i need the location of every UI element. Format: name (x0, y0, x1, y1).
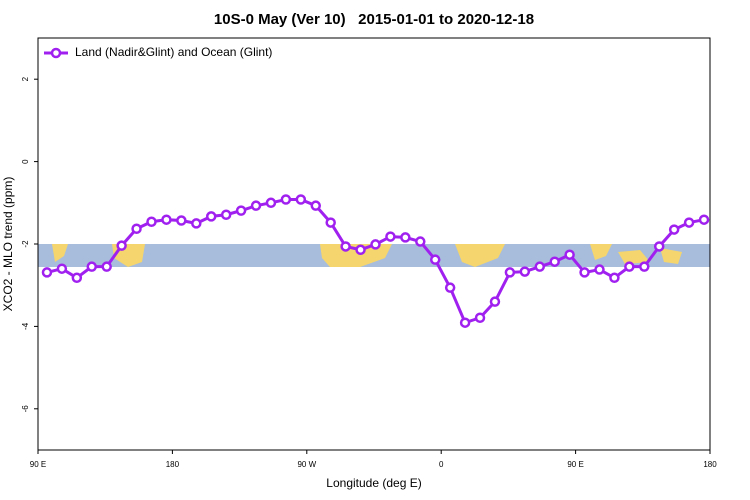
point (594, 264, 605, 275)
chart-title: 10S-0 May (Ver 10) 2015-01-01 to 2020-12… (214, 11, 534, 28)
point (504, 267, 516, 278)
point (146, 216, 157, 228)
land (590, 244, 612, 260)
point (265, 197, 277, 209)
point (295, 194, 307, 205)
point (415, 236, 426, 247)
point (489, 296, 501, 307)
land (455, 244, 505, 267)
point (385, 231, 396, 242)
point (205, 211, 217, 222)
land (52, 244, 68, 262)
point (191, 218, 202, 229)
land (660, 248, 682, 264)
y-tick-label: -4 (21, 322, 30, 330)
x-tick-label: 180 (703, 460, 717, 469)
x-tick-label: 180 (166, 460, 180, 469)
point (220, 209, 232, 220)
point (56, 263, 68, 274)
y-tick-label: 0 (21, 159, 30, 164)
point (131, 223, 142, 235)
point (519, 266, 531, 277)
point (176, 215, 187, 226)
x-tick-label: 90 E (30, 460, 46, 469)
point (370, 239, 381, 250)
point (116, 240, 127, 251)
map-band (38, 244, 710, 267)
point (250, 200, 262, 211)
y-tick-label: -6 (21, 405, 30, 413)
point (429, 254, 441, 265)
y-axis-label: XCO2 - MLO trend (ppm) (1, 177, 15, 312)
point (609, 272, 620, 284)
point (41, 267, 53, 278)
x-axis-label: Longitude (deg E) (326, 476, 421, 490)
point (400, 232, 411, 243)
point (86, 261, 98, 272)
point (534, 261, 546, 272)
x-tick-label: 90 W (297, 460, 316, 469)
y-tick-label: -2 (21, 240, 30, 248)
point (639, 261, 650, 272)
point (101, 261, 112, 272)
point (653, 241, 665, 252)
point (161, 214, 172, 225)
point (624, 261, 635, 272)
y-tick-label: 2 (21, 76, 30, 81)
point (355, 244, 366, 256)
point (459, 317, 471, 328)
point (325, 217, 336, 228)
point (683, 217, 695, 228)
point (474, 312, 486, 323)
point (235, 205, 247, 216)
legend-marker (50, 47, 62, 59)
point (340, 241, 351, 252)
point (280, 194, 292, 205)
point (668, 224, 680, 235)
point (564, 249, 575, 260)
point (71, 272, 83, 284)
point (310, 200, 322, 211)
legend-label: Land (Nadir&Glint) and Ocean (Glint) (75, 45, 272, 59)
x-tick-label: 0 (439, 460, 444, 469)
x-tick-label: 90 E (567, 460, 583, 469)
land (618, 250, 650, 264)
point (579, 267, 590, 278)
point (698, 214, 710, 225)
point (444, 282, 456, 293)
point (549, 256, 560, 267)
land (320, 244, 392, 267)
